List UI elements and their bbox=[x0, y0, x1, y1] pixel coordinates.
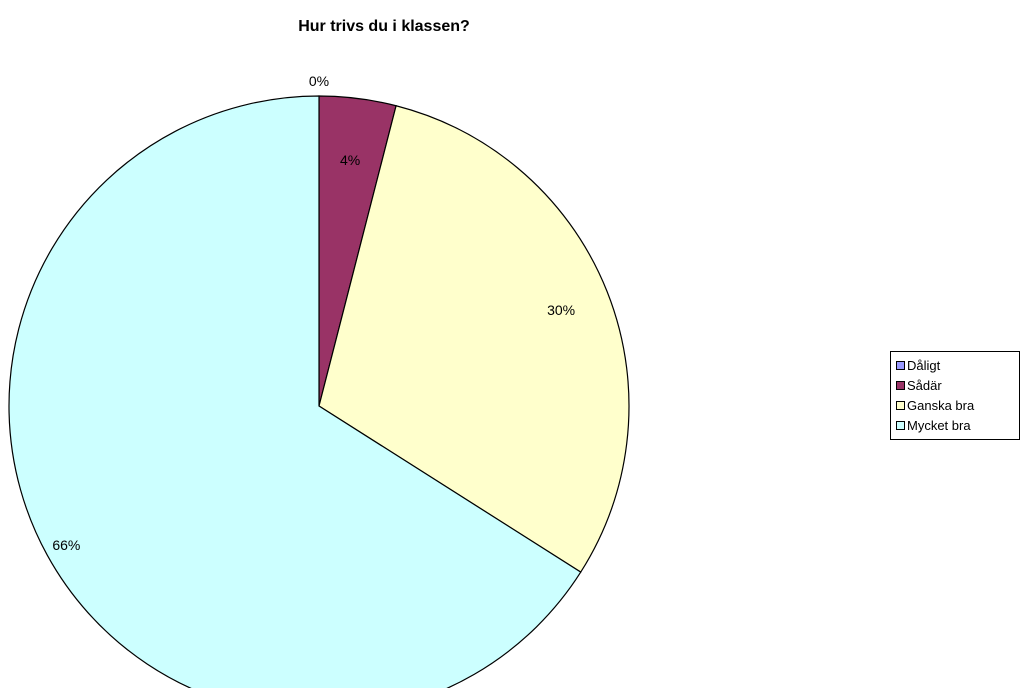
legend-swatch bbox=[896, 420, 905, 430]
legend-label: Dåligt bbox=[907, 357, 941, 373]
legend: Dåligt Sådär Ganska bra Mycket bra bbox=[890, 351, 1020, 440]
slice-label: 30% bbox=[547, 302, 575, 318]
legend-label: Ganska bra bbox=[907, 397, 975, 413]
chart-title: Hur trivs du i klassen? bbox=[298, 18, 470, 35]
legend-label: Mycket bra bbox=[907, 417, 971, 433]
slice-label: 66% bbox=[52, 537, 80, 553]
slice-label: 4% bbox=[340, 152, 360, 168]
legend-swatch bbox=[896, 380, 905, 390]
legend-item: Ganska bra bbox=[896, 395, 1015, 415]
legend-label: Sådär bbox=[907, 377, 942, 393]
pie-slice-mycket-bra bbox=[8, 95, 582, 688]
legend-swatch bbox=[896, 360, 905, 370]
pie-slice-ganska-bra bbox=[318, 105, 630, 573]
legend-item: Sådär bbox=[896, 375, 1015, 395]
legend-item: Mycket bra bbox=[896, 415, 1015, 435]
legend-item: Dåligt bbox=[896, 355, 1015, 375]
legend-swatch bbox=[896, 400, 905, 410]
slice-label: 0% bbox=[309, 73, 329, 89]
